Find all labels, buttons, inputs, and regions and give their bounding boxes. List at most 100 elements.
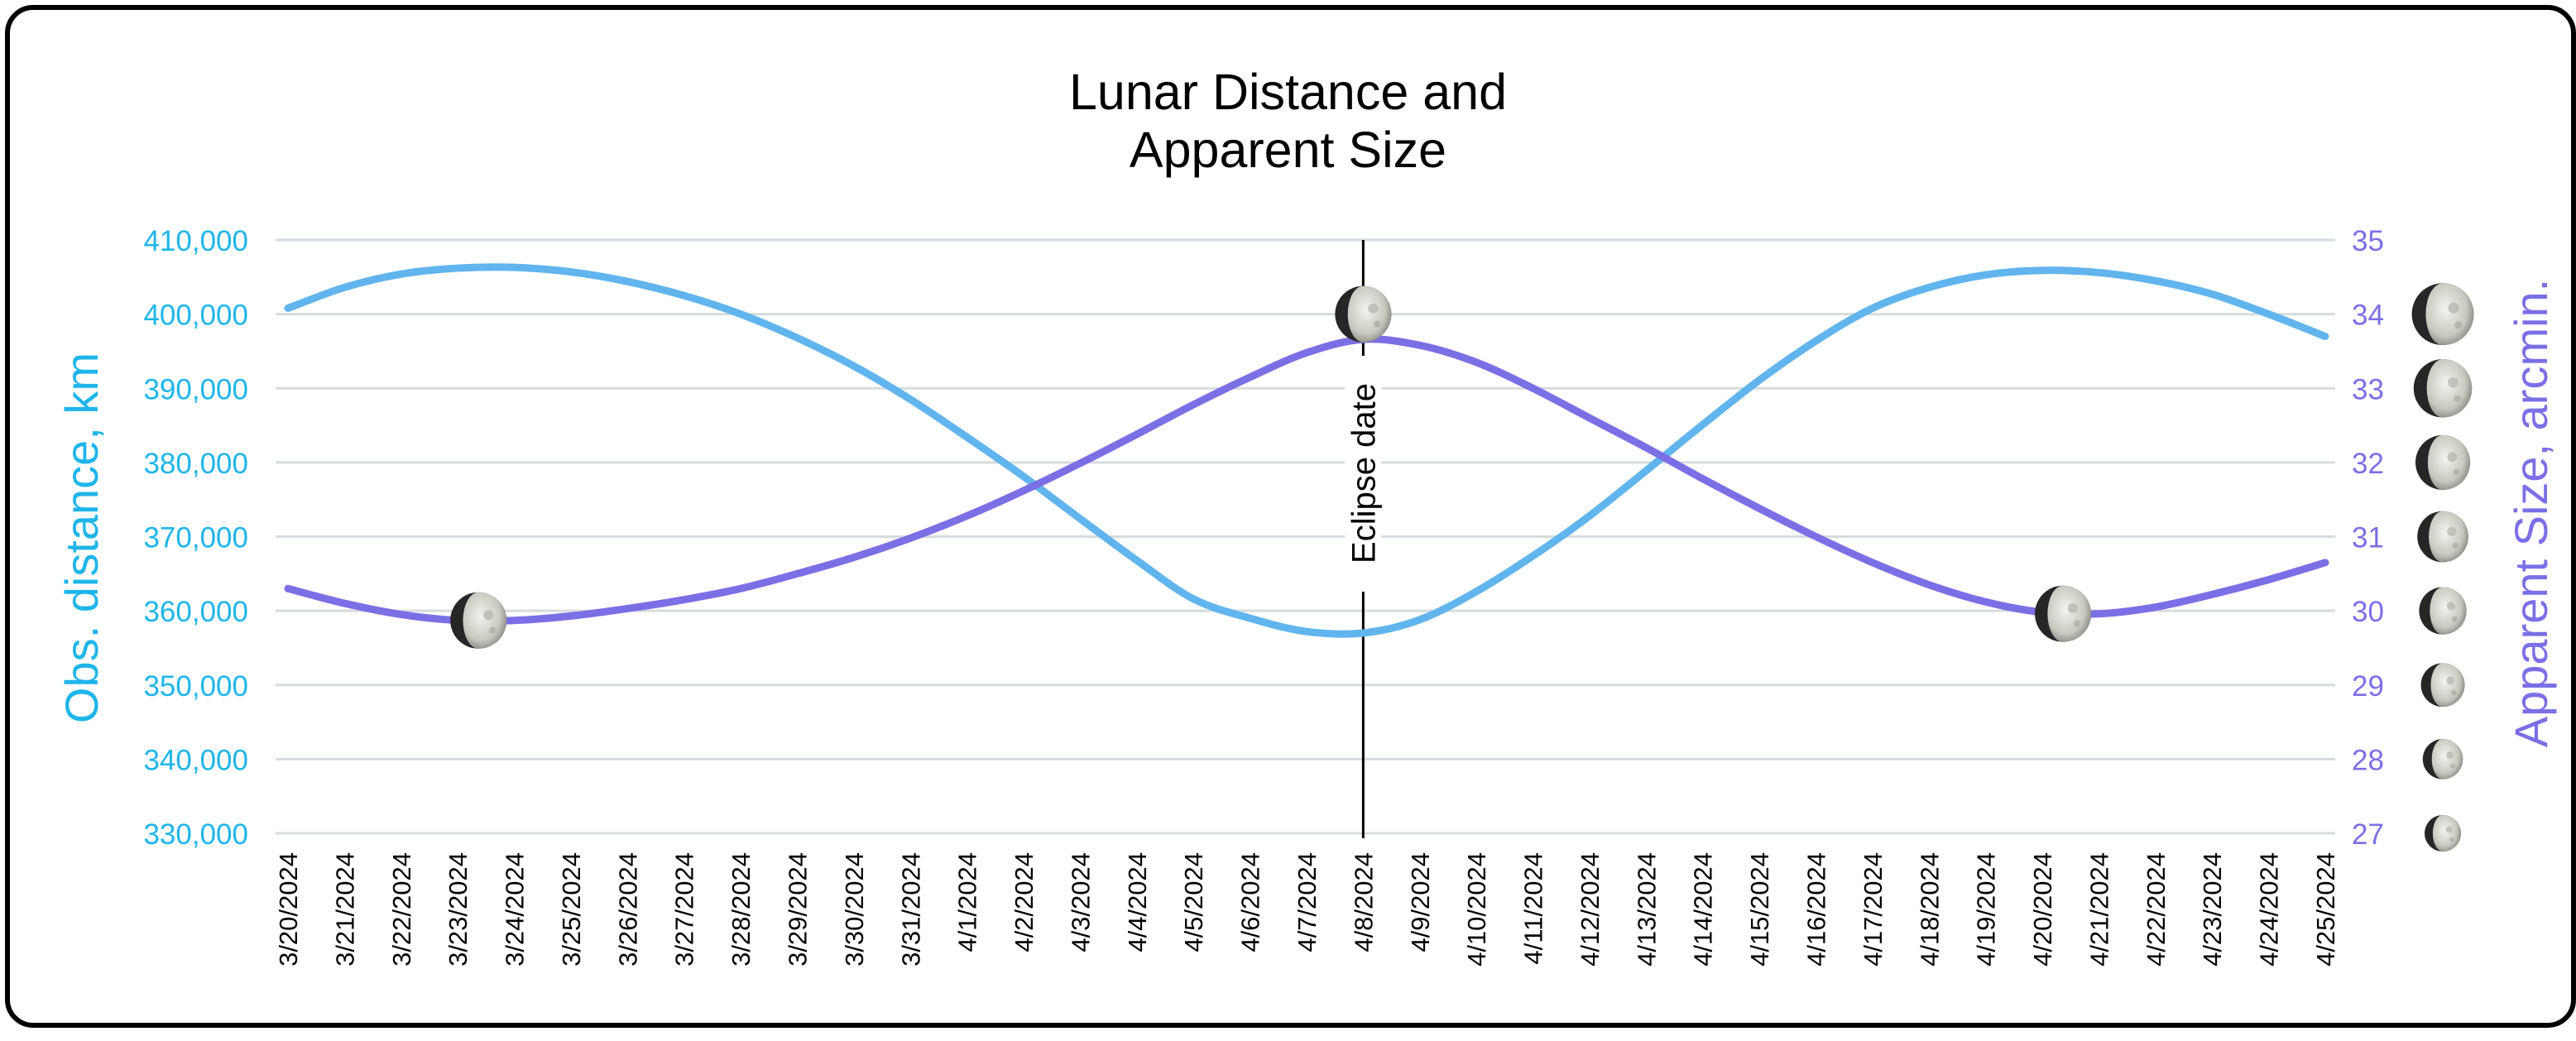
moon-lit-side <box>2430 587 2467 635</box>
right-tick-label: 30 <box>2352 596 2384 628</box>
x-tick-label: 4/18/2024 <box>1915 852 1944 967</box>
apparent-size-moon-icon <box>2413 359 2473 418</box>
moon-crater <box>2448 302 2459 314</box>
x-tick-label: 4/8/2024 <box>1349 852 1378 952</box>
left-tick-label: 330,000 <box>143 818 248 851</box>
moon-crater <box>2446 751 2454 759</box>
x-tick-label: 3/29/2024 <box>784 852 813 967</box>
x-tick-label: 3/27/2024 <box>670 852 699 967</box>
moon-crater <box>2450 763 2456 769</box>
x-tick-label: 4/5/2024 <box>1179 852 1208 952</box>
moon-marker <box>450 592 507 649</box>
x-tick-label: 4/24/2024 <box>2255 852 2284 967</box>
moon-crater <box>2451 689 2457 696</box>
moon-lit-side <box>2427 434 2470 490</box>
moon-marker <box>2035 585 2092 642</box>
chart-title-line-2: Apparent Size <box>1129 122 1447 178</box>
x-tick-label: 4/13/2024 <box>1632 852 1661 967</box>
moon-crater <box>2449 837 2454 842</box>
x-tick-label: 3/28/2024 <box>727 852 756 967</box>
x-tick-label: 4/15/2024 <box>1745 852 1774 967</box>
left-tick-label: 370,000 <box>143 522 248 554</box>
moon-crater <box>2067 602 2079 614</box>
right-tick-label: 28 <box>2352 744 2384 776</box>
x-tick-label: 3/23/2024 <box>444 852 473 967</box>
moon-lit-side <box>2425 283 2474 346</box>
apparent-size-moon-icon <box>2422 739 2463 780</box>
right-tick-label: 29 <box>2352 670 2384 703</box>
apparent-size-moon-icon <box>2419 587 2467 635</box>
moon-lit-side <box>1347 285 1392 343</box>
apparent-size-moon-icon <box>2415 434 2470 490</box>
x-tick-label: 4/21/2024 <box>2084 852 2113 967</box>
chart-frame <box>5 5 2576 1028</box>
x-tick-label: 3/20/2024 <box>274 852 303 967</box>
moon-crater <box>2073 620 2081 627</box>
x-tick-label: 4/20/2024 <box>2028 852 2057 967</box>
x-tick-label: 4/7/2024 <box>1293 852 1322 952</box>
x-tick-label: 4/6/2024 <box>1236 852 1265 952</box>
right-tick-label: 27 <box>2352 818 2384 851</box>
moon-lit-side <box>2430 663 2465 708</box>
eclipse-label: Eclipse date <box>1346 383 1382 564</box>
x-tick-label: 4/25/2024 <box>2311 852 2340 967</box>
apparent-size-moon-icon <box>2417 511 2468 563</box>
moon-crater <box>2447 452 2458 463</box>
right-axis-title: Apparent Size, arcmin. <box>2505 279 2557 747</box>
right-tick-label: 35 <box>2352 225 2384 257</box>
moon-lit-side <box>2429 511 2468 563</box>
right-tick-label: 32 <box>2352 448 2384 480</box>
apparent-size-moon-icon <box>2425 815 2461 852</box>
x-tick-label: 3/31/2024 <box>896 852 925 967</box>
left-tick-label: 390,000 <box>143 373 248 405</box>
left-tick-label: 350,000 <box>143 670 248 703</box>
moon-marker <box>1335 285 1392 343</box>
moon-crater <box>2447 526 2457 536</box>
moon-crater <box>1368 303 1379 314</box>
x-tick-label: 4/22/2024 <box>2142 852 2171 967</box>
eclipse-label-bg <box>1345 356 1382 592</box>
left-tick-label: 360,000 <box>143 596 248 628</box>
left-tick-label: 380,000 <box>143 448 248 480</box>
moon-lit-side <box>2432 815 2461 852</box>
left-tick-label: 340,000 <box>143 744 248 776</box>
x-tick-label: 4/4/2024 <box>1123 852 1152 952</box>
x-tick-label: 4/12/2024 <box>1576 852 1605 967</box>
moon-crater <box>2445 826 2453 833</box>
x-tick-label: 3/21/2024 <box>330 852 359 967</box>
x-tick-label: 4/16/2024 <box>1802 852 1831 967</box>
moon-crater <box>2451 616 2458 622</box>
apparent-size-moon-icon <box>2420 663 2465 708</box>
moon-crater <box>482 609 494 621</box>
moon-crater <box>489 626 496 634</box>
right-tick-label: 31 <box>2352 522 2384 554</box>
right-tick-label: 34 <box>2352 300 2384 332</box>
apparent-size-moon-icon <box>2411 283 2474 346</box>
x-tick-label: 3/22/2024 <box>387 852 416 967</box>
x-tick-label: 4/2/2024 <box>1010 852 1039 952</box>
x-tick-label: 3/26/2024 <box>613 852 642 967</box>
left-tick-label: 400,000 <box>143 300 248 332</box>
moon-crater <box>2454 321 2463 329</box>
x-tick-label: 4/3/2024 <box>1066 852 1095 952</box>
x-tick-label: 4/9/2024 <box>1406 852 1435 952</box>
moon-crater <box>1374 320 1381 328</box>
moon-crater <box>2453 468 2460 476</box>
x-tick-label: 4/19/2024 <box>1972 852 2001 967</box>
x-tick-label: 3/25/2024 <box>557 852 586 967</box>
x-tick-label: 3/24/2024 <box>501 852 530 967</box>
moon-crater <box>2446 676 2454 685</box>
x-tick-label: 4/17/2024 <box>1859 852 1888 967</box>
x-tick-label: 4/10/2024 <box>1462 852 1491 967</box>
moon-lit-side <box>463 592 507 649</box>
moon-crater <box>2446 602 2456 611</box>
left-tick-label: 410,000 <box>143 225 248 257</box>
distance-series-line <box>284 263 2329 638</box>
x-tick-label: 4/11/2024 <box>1519 852 1548 965</box>
moon-lit-side <box>2047 585 2092 642</box>
x-tick-label: 4/1/2024 <box>953 852 982 952</box>
moon-lit-side <box>2431 739 2463 780</box>
apparent-size-series-line <box>284 335 2329 626</box>
moon-crater <box>2447 377 2458 388</box>
